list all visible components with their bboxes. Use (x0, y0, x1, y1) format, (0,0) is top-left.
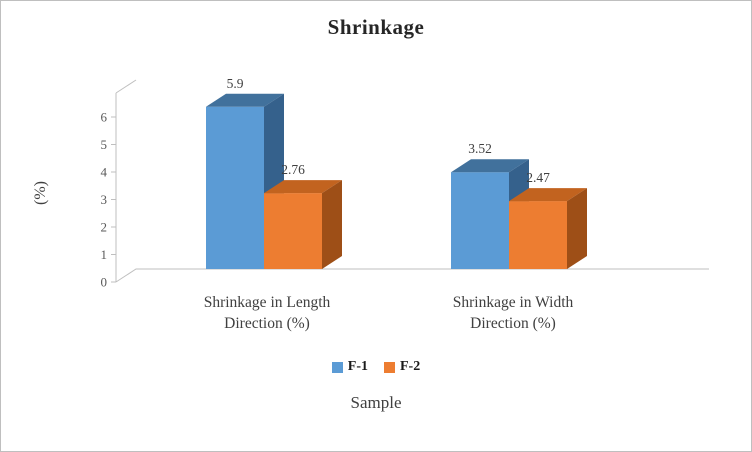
data-label-F-2-cat1: 2.47 (526, 170, 550, 185)
category-label-length: Shrinkage in Length Direction (%) (172, 293, 362, 335)
data-label-F-1-cat1: 3.52 (468, 141, 492, 156)
bar-front-F-2-cat0 (264, 193, 322, 269)
floor-edge (115, 268, 709, 283)
category-label-line: Direction (%) (470, 314, 556, 332)
legend-label-f2: F-2 (400, 359, 421, 374)
y-tick-label: 2 (101, 220, 108, 235)
bar-front-F-2-cat1 (509, 201, 567, 269)
legend-key-f1: F-1 (331, 359, 368, 375)
bar-top-F-1-cat0 (206, 93, 284, 107)
y-tick-label: 4 (101, 165, 108, 180)
category-label-line: Direction (%) (224, 314, 310, 332)
chart-title: Shrinkage (327, 15, 425, 39)
y-tick-label: 6 (101, 110, 108, 125)
bar-front-F-1-cat0 (206, 106, 264, 269)
bar-top-F-2-cat1 (509, 188, 587, 202)
legend-label-f1: F-1 (347, 359, 368, 374)
bar-top-F-1-cat1 (451, 159, 529, 173)
bar-top-F-2-cat0 (264, 180, 342, 194)
category-label-width: Shrinkage in Width Direction (%) (418, 293, 608, 335)
category-label-line: Shrinkage in Length (203, 294, 331, 311)
data-label-F-2-cat0: 2.76 (281, 162, 305, 177)
y-axis-title: (%) (32, 181, 49, 205)
legend-key-f2: F-2 (384, 359, 420, 375)
category-label-line: Shrinkage in Width (452, 294, 574, 311)
legend: F-1 F-2 (1, 359, 751, 375)
legend-swatch-f1 (331, 361, 343, 373)
y-tick-label: 1 (101, 247, 108, 262)
bar-side-F-2-cat1 (567, 188, 587, 269)
y-tick-label: 3 (101, 192, 108, 207)
bar-front-F-1-cat1 (451, 172, 509, 269)
y-tick-label: 0 (101, 275, 108, 290)
y-axis-depth-edge (115, 79, 137, 94)
bar-side-F-2-cat0 (322, 180, 342, 269)
x-axis-title: Sample (350, 393, 402, 412)
legend-swatch-f2 (384, 361, 395, 373)
data-label-F-1-cat0: 5.9 (227, 76, 244, 91)
y-tick-label: 5 (101, 137, 108, 152)
